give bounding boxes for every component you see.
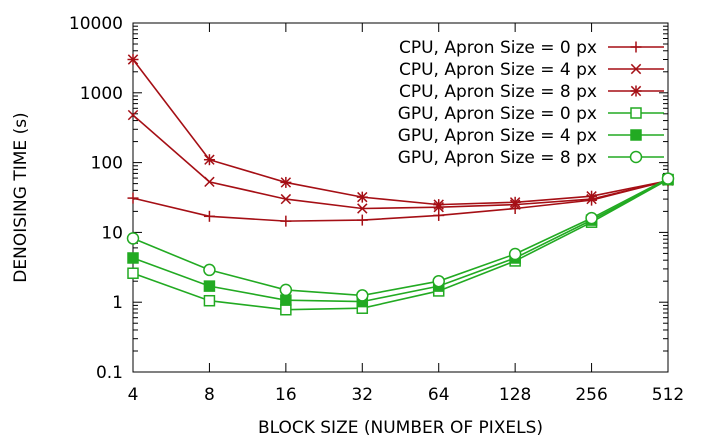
data-point bbox=[203, 263, 216, 277]
data-point bbox=[630, 63, 642, 75]
legend-item: CPU, Apron Size = 8 px bbox=[399, 82, 664, 102]
y-tick-label: 1000 bbox=[80, 84, 123, 104]
data-point bbox=[629, 150, 643, 164]
legend-label: GPU, Apron Size = 8 px bbox=[398, 148, 597, 168]
data-point bbox=[280, 193, 292, 205]
data-point bbox=[356, 289, 369, 302]
legend-label: CPU, Apron Size = 0 px bbox=[399, 38, 597, 58]
data-point bbox=[203, 280, 216, 292]
data-point bbox=[432, 274, 445, 288]
data-point bbox=[630, 107, 642, 119]
data-point bbox=[356, 214, 368, 226]
data-point bbox=[509, 196, 521, 208]
legend-item: GPU, Apron Size = 0 px bbox=[398, 104, 664, 124]
y-axis-title: DENOISING TIME (s) bbox=[11, 112, 31, 282]
series-6 bbox=[126, 172, 675, 302]
data-point bbox=[433, 199, 445, 211]
x-tick-label: 128 bbox=[499, 385, 531, 405]
x-tick-label: 32 bbox=[351, 385, 373, 405]
legend-item: CPU, Apron Size = 4 px bbox=[399, 60, 664, 80]
series-line bbox=[132, 59, 669, 206]
series-line bbox=[132, 178, 669, 303]
data-point bbox=[279, 283, 293, 297]
data-point bbox=[586, 190, 598, 202]
data-point bbox=[127, 53, 139, 65]
x-tick-label: 4 bbox=[128, 385, 139, 405]
x-tick-label: 64 bbox=[428, 385, 450, 405]
legend-label: GPU, Apron Size = 0 px bbox=[398, 104, 597, 124]
y-tick-label: 0.1 bbox=[96, 363, 123, 383]
y-tick-label: 1 bbox=[112, 293, 123, 313]
data-point bbox=[630, 85, 642, 97]
data-point bbox=[661, 172, 675, 185]
series-line bbox=[132, 114, 669, 210]
y-tick-label: 10000 bbox=[69, 14, 123, 34]
x-axis-title: BLOCK SIZE (NUMBER OF PIXELS) bbox=[258, 418, 543, 438]
data-point bbox=[127, 192, 139, 204]
legend-label: GPU, Apron Size = 4 px bbox=[398, 126, 597, 146]
data-point bbox=[630, 41, 642, 53]
data-point bbox=[280, 176, 292, 188]
series-3 bbox=[127, 53, 674, 211]
data-point bbox=[203, 154, 215, 166]
series-line bbox=[132, 177, 669, 297]
data-point bbox=[127, 109, 139, 121]
data-point bbox=[433, 209, 445, 221]
data-point bbox=[126, 232, 140, 245]
x-tick-label: 512 bbox=[652, 385, 684, 405]
x-tick-label: 16 bbox=[275, 385, 297, 405]
data-point bbox=[280, 215, 292, 227]
data-point bbox=[280, 294, 292, 306]
legend-item: CPU, Apron Size = 0 px bbox=[399, 38, 664, 58]
y-tick-label: 10 bbox=[101, 223, 123, 243]
data-point bbox=[127, 252, 139, 264]
series-group bbox=[126, 53, 675, 316]
data-point bbox=[280, 303, 292, 316]
data-point bbox=[357, 203, 368, 214]
legend-item: GPU, Apron Size = 4 px bbox=[398, 126, 664, 146]
data-point bbox=[203, 294, 216, 307]
y-tick-label: 100 bbox=[91, 154, 123, 174]
data-point bbox=[204, 176, 215, 188]
series-line bbox=[132, 178, 669, 311]
legend-label: CPU, Apron Size = 8 px bbox=[399, 82, 597, 102]
data-point bbox=[203, 210, 215, 222]
data-point bbox=[508, 247, 522, 261]
series-line bbox=[132, 179, 669, 222]
legend-item: GPU, Apron Size = 8 px bbox=[398, 148, 664, 168]
x-tick-label: 256 bbox=[575, 385, 607, 405]
x-tick-label: 8 bbox=[204, 385, 215, 405]
data-point bbox=[585, 211, 598, 225]
data-point bbox=[356, 191, 368, 203]
data-point bbox=[630, 129, 642, 141]
axes: 0.1 1 10 100 1000 10000 4 8 16 32 64 128 256 512 bbox=[69, 14, 684, 405]
legend-label: CPU, Apron Size = 4 px bbox=[399, 60, 597, 80]
data-point bbox=[127, 267, 139, 279]
